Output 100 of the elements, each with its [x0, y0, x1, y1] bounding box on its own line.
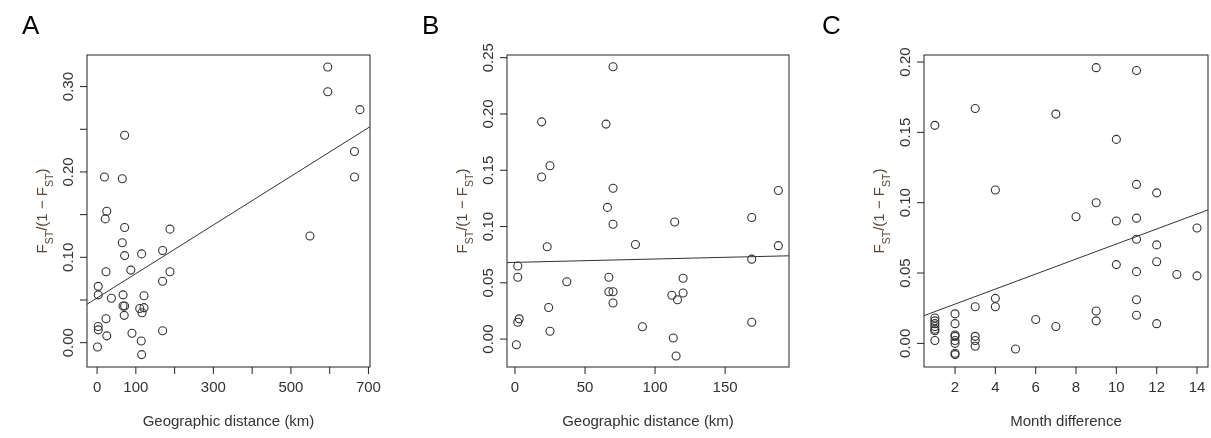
point — [678, 288, 688, 298]
x-tick-label: 100 — [123, 378, 149, 395]
y-tick-label: 0.15 — [896, 117, 913, 147]
point — [773, 185, 783, 196]
point — [1152, 188, 1162, 198]
point — [970, 302, 980, 312]
point — [1051, 109, 1061, 119]
x-axis-title: Geographic distance (km) — [142, 412, 315, 429]
chart-title: A — [22, 10, 40, 40]
point — [511, 340, 521, 350]
x-tick-label: 4 — [991, 378, 1000, 395]
point — [1131, 179, 1142, 189]
point — [355, 105, 365, 115]
point — [137, 308, 147, 318]
y-tick-label: 0.05 — [479, 268, 496, 298]
x-tick-label: 12 — [1148, 378, 1166, 395]
point — [139, 303, 149, 313]
point — [92, 342, 103, 352]
point — [1131, 295, 1142, 305]
point — [608, 298, 618, 308]
point — [602, 202, 612, 212]
x-tick-label: 10 — [1108, 378, 1125, 395]
point — [990, 293, 1000, 303]
point — [120, 130, 130, 140]
point — [667, 290, 677, 300]
x-tick-label: 150 — [712, 378, 738, 395]
x-tick-label: 0 — [510, 378, 520, 395]
y-tick-label: 0.10 — [896, 188, 913, 218]
point — [1111, 216, 1121, 226]
point — [1152, 257, 1162, 267]
point — [1172, 269, 1182, 279]
x-tick-label: 6 — [1031, 378, 1040, 395]
chart-title: C — [822, 10, 841, 40]
point — [545, 326, 555, 336]
point — [117, 174, 127, 184]
point — [773, 241, 783, 251]
point — [100, 214, 110, 224]
point — [93, 321, 103, 331]
point — [1091, 316, 1101, 326]
y-tick-label: 0.10 — [479, 211, 496, 242]
point — [1152, 240, 1162, 250]
point — [102, 206, 112, 216]
point — [513, 261, 523, 271]
x-tick-label: 700 — [355, 378, 381, 395]
point — [323, 87, 333, 97]
point — [165, 224, 175, 234]
point — [747, 317, 757, 327]
point — [99, 172, 109, 182]
point — [1071, 212, 1081, 222]
point — [747, 254, 757, 264]
y-tick-label: 0.20 — [896, 47, 913, 77]
point — [93, 325, 103, 335]
point — [119, 310, 129, 320]
point — [1192, 223, 1202, 233]
point — [93, 281, 103, 291]
point — [1010, 344, 1021, 354]
y-tick-label: 0.00 — [896, 328, 913, 358]
point — [1031, 314, 1041, 324]
point — [608, 183, 618, 193]
point — [1111, 260, 1121, 270]
x-axis-title: Month difference — [1010, 412, 1122, 429]
x-axis-title: Geographic distance (km) — [562, 412, 734, 429]
point — [1091, 63, 1101, 73]
point — [93, 290, 103, 300]
point — [601, 119, 611, 129]
y-tick-label: 0.25 — [479, 43, 496, 73]
point — [349, 146, 360, 157]
point — [608, 62, 618, 72]
point — [670, 217, 680, 227]
x-tick-label: 100 — [642, 378, 668, 395]
point — [747, 212, 757, 223]
point — [139, 291, 149, 301]
point — [930, 120, 940, 130]
point — [668, 333, 678, 343]
x-tick-label: 50 — [576, 378, 594, 395]
point — [137, 350, 147, 360]
point — [158, 276, 168, 286]
y-tick-label: 0.00 — [479, 324, 496, 354]
y-tick-label: 0.20 — [479, 99, 496, 129]
point — [106, 293, 116, 303]
x-tick-label: 8 — [1071, 378, 1081, 395]
y-tick-label: 0.15 — [479, 155, 496, 185]
point — [970, 331, 980, 341]
point — [1152, 319, 1162, 329]
point — [1131, 267, 1142, 277]
point — [101, 314, 111, 324]
point — [127, 328, 137, 338]
point — [672, 295, 683, 305]
point — [970, 103, 980, 113]
point — [608, 287, 618, 297]
point — [1131, 65, 1142, 76]
point — [136, 336, 146, 346]
point — [1131, 213, 1142, 223]
point — [990, 185, 1000, 195]
point — [537, 172, 547, 182]
y-tick-label: 0.10 — [59, 242, 76, 272]
point — [349, 172, 360, 182]
point — [1192, 271, 1202, 281]
point — [323, 62, 333, 72]
y-tick-label: 0.05 — [896, 258, 913, 288]
